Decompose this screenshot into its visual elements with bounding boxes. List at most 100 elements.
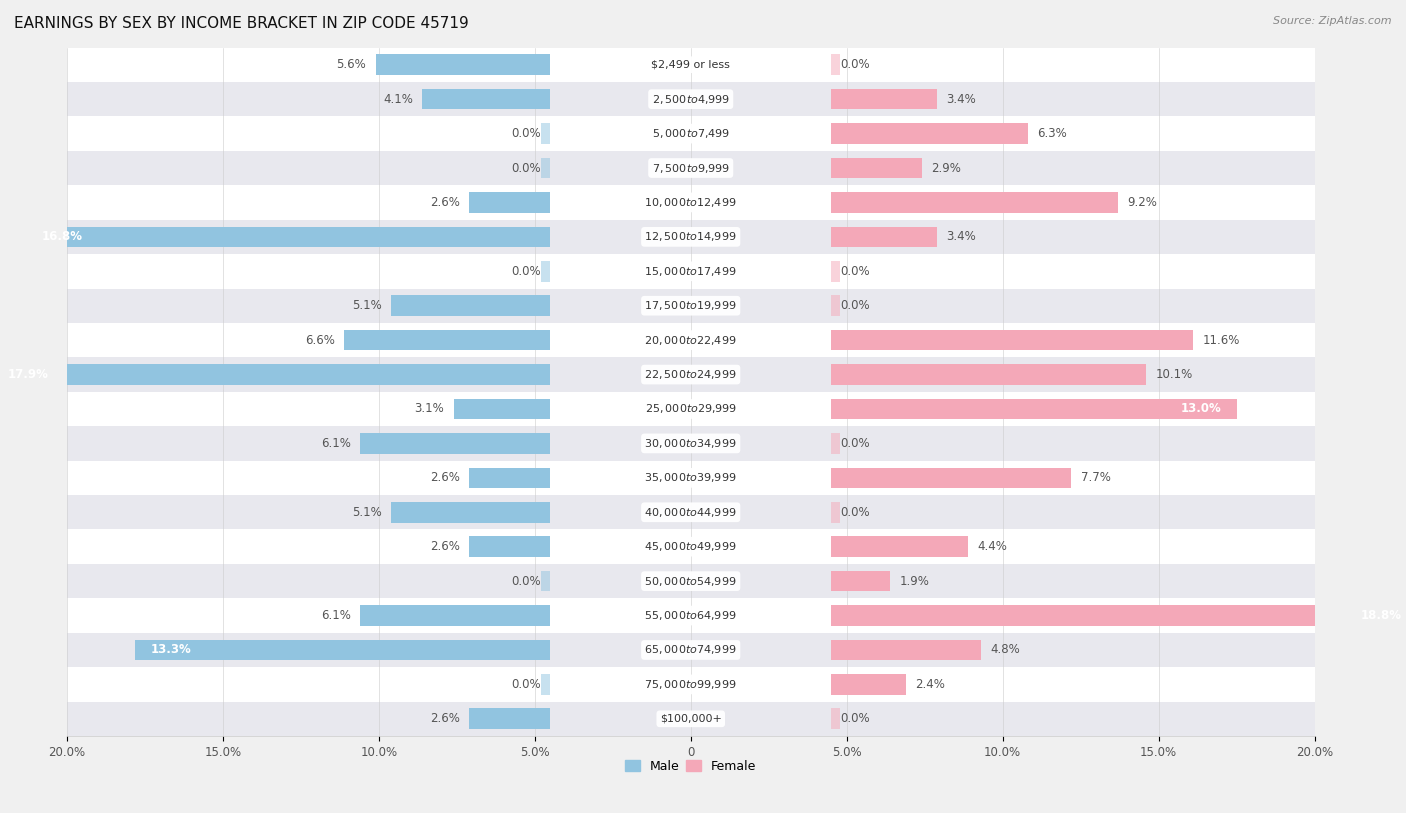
Bar (831, 571, 890, 591)
Bar (0, 364, 550, 385)
Bar (541, 158, 550, 178)
Text: 2.6%: 2.6% (430, 712, 460, 725)
Text: $40,000 to $44,999: $40,000 to $44,999 (644, 506, 737, 519)
Text: 2.6%: 2.6% (430, 540, 460, 553)
Bar (66, 116, 1315, 150)
Bar (66, 495, 1315, 529)
Bar (470, 192, 550, 213)
Text: $50,000 to $54,999: $50,000 to $54,999 (644, 575, 737, 588)
Bar (422, 89, 550, 110)
Text: 6.1%: 6.1% (321, 437, 350, 450)
Text: $20,000 to $22,499: $20,000 to $22,499 (644, 333, 737, 346)
Bar (541, 124, 550, 144)
Text: 17.9%: 17.9% (7, 368, 48, 381)
Text: $7,500 to $9,999: $7,500 to $9,999 (651, 162, 730, 175)
Bar (831, 433, 841, 454)
Bar (66, 392, 1315, 426)
Bar (66, 47, 1315, 82)
Text: 3.4%: 3.4% (946, 93, 976, 106)
Bar (66, 633, 1315, 667)
Text: 0.0%: 0.0% (841, 506, 870, 519)
Legend: Male, Female: Male, Female (620, 755, 762, 778)
Text: $100,000+: $100,000+ (659, 714, 721, 724)
Bar (66, 150, 1315, 185)
Text: Source: ZipAtlas.com: Source: ZipAtlas.com (1274, 16, 1392, 26)
Bar (66, 426, 1315, 461)
Bar (391, 502, 550, 523)
Bar (541, 571, 550, 591)
Bar (360, 433, 550, 454)
Text: $10,000 to $12,499: $10,000 to $12,499 (644, 196, 737, 209)
Text: 0.0%: 0.0% (512, 265, 541, 278)
Text: 0.0%: 0.0% (512, 678, 541, 691)
Bar (66, 461, 1315, 495)
Text: $5,000 to $7,499: $5,000 to $7,499 (651, 127, 730, 140)
Bar (375, 54, 550, 75)
Text: 5.6%: 5.6% (336, 59, 367, 72)
Text: 0.0%: 0.0% (512, 162, 541, 175)
Bar (66, 598, 1315, 633)
Text: $55,000 to $64,999: $55,000 to $64,999 (644, 609, 737, 622)
Bar (27, 227, 550, 247)
Bar (66, 529, 1315, 564)
Text: 6.6%: 6.6% (305, 333, 335, 346)
Text: 0.0%: 0.0% (841, 712, 870, 725)
Text: 5.1%: 5.1% (352, 506, 382, 519)
Bar (344, 330, 550, 350)
Bar (66, 254, 1315, 289)
Text: 0.0%: 0.0% (841, 437, 870, 450)
Bar (831, 467, 1071, 488)
Text: $35,000 to $39,999: $35,000 to $39,999 (644, 472, 737, 485)
Bar (66, 323, 1315, 358)
Bar (360, 605, 550, 626)
Bar (831, 364, 1146, 385)
Text: 16.8%: 16.8% (42, 230, 83, 243)
Text: 0.0%: 0.0% (841, 265, 870, 278)
Text: 6.3%: 6.3% (1038, 127, 1067, 140)
Bar (831, 605, 1406, 626)
Bar (831, 537, 969, 557)
Text: 13.0%: 13.0% (1181, 402, 1222, 415)
Text: 2.9%: 2.9% (931, 162, 960, 175)
Text: 2.6%: 2.6% (430, 196, 460, 209)
Text: 0.0%: 0.0% (512, 575, 541, 588)
Bar (135, 640, 550, 660)
Bar (541, 674, 550, 695)
Text: 4.8%: 4.8% (990, 643, 1019, 656)
Text: $75,000 to $99,999: $75,000 to $99,999 (644, 678, 737, 691)
Text: 1.9%: 1.9% (900, 575, 929, 588)
Bar (831, 295, 841, 316)
Bar (66, 185, 1315, 220)
Bar (831, 124, 1028, 144)
Bar (831, 227, 938, 247)
Bar (831, 89, 938, 110)
Text: $2,499 or less: $2,499 or less (651, 59, 730, 70)
Text: 5.1%: 5.1% (352, 299, 382, 312)
Bar (831, 158, 921, 178)
Bar (66, 564, 1315, 598)
Bar (66, 702, 1315, 736)
Text: $22,500 to $24,999: $22,500 to $24,999 (644, 368, 737, 381)
Bar (454, 398, 550, 420)
Bar (66, 358, 1315, 392)
Bar (470, 708, 550, 729)
Text: $25,000 to $29,999: $25,000 to $29,999 (644, 402, 737, 415)
Text: $45,000 to $49,999: $45,000 to $49,999 (644, 540, 737, 553)
Bar (831, 674, 905, 695)
Text: $65,000 to $74,999: $65,000 to $74,999 (644, 643, 737, 656)
Text: $2,500 to $4,999: $2,500 to $4,999 (651, 93, 730, 106)
Text: 0.0%: 0.0% (841, 59, 870, 72)
Text: 6.1%: 6.1% (321, 609, 350, 622)
Bar (66, 667, 1315, 702)
Bar (831, 398, 1237, 420)
Text: 13.3%: 13.3% (150, 643, 191, 656)
Bar (831, 330, 1194, 350)
Text: 0.0%: 0.0% (512, 127, 541, 140)
Text: 10.1%: 10.1% (1156, 368, 1192, 381)
Text: 3.4%: 3.4% (946, 230, 976, 243)
Text: 0.0%: 0.0% (841, 299, 870, 312)
Text: 11.6%: 11.6% (1202, 333, 1240, 346)
Text: 3.1%: 3.1% (415, 402, 444, 415)
Bar (391, 295, 550, 316)
Bar (66, 289, 1315, 323)
